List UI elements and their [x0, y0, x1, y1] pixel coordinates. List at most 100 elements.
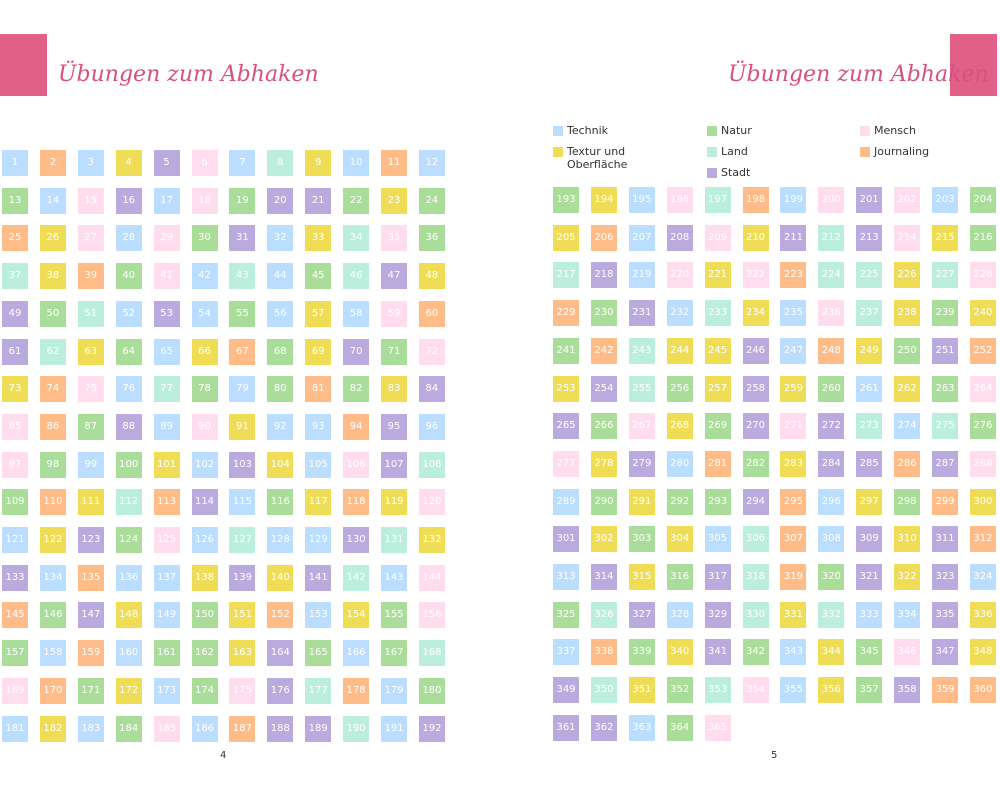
checkbox-number: 181 — [2, 715, 28, 742]
checkbox-number: 25 — [2, 225, 28, 252]
checkbox-number: 76 — [115, 376, 142, 403]
checkbox-number: 92 — [267, 413, 294, 440]
checkbox-number: 56 — [267, 300, 294, 327]
legend-swatch — [553, 147, 563, 157]
checkbox-number: 196 — [666, 187, 693, 213]
checkbox-number: 163 — [229, 640, 256, 667]
checkbox-number: 195 — [628, 187, 655, 213]
checkbox-number: 166 — [343, 640, 370, 667]
checkbox-number: 201 — [856, 187, 883, 213]
legend-swatch — [707, 147, 717, 157]
page-tab — [950, 34, 997, 96]
checkbox-number: 48 — [418, 263, 445, 290]
checkbox-number: 344 — [818, 639, 845, 666]
checkbox-number: 317 — [704, 564, 731, 590]
legend-label: Textur und Oberfläche — [567, 145, 628, 171]
checkbox-number: 243 — [628, 337, 655, 364]
checkbox-number: 301 — [553, 526, 579, 553]
checkbox-number: 141 — [305, 564, 332, 591]
checkbox-number: 306 — [742, 526, 769, 553]
checkbox-number: 129 — [305, 527, 332, 553]
checkbox-number: 99 — [77, 451, 104, 478]
legend-swatch — [707, 168, 717, 178]
checkbox-number: 261 — [856, 375, 883, 402]
checkbox-number: 223 — [780, 262, 807, 289]
checkbox-number: 34 — [343, 225, 370, 252]
checkbox-number: 134 — [39, 564, 66, 591]
checkbox-number: 173 — [153, 677, 180, 704]
legend-item: Land — [707, 145, 817, 158]
checkbox-number: 139 — [229, 564, 256, 591]
checkbox-number: 124 — [115, 527, 142, 553]
checkbox-number: 66 — [191, 338, 218, 365]
checkbox-number: 123 — [77, 527, 104, 553]
checkbox-number: 72 — [418, 338, 445, 365]
checkbox-number: 259 — [780, 375, 807, 402]
checkbox-number: 213 — [856, 224, 883, 251]
checkbox-number: 103 — [229, 451, 256, 478]
checkbox-number: 225 — [856, 262, 883, 289]
right-page: Übungen zum Abhaken 5 193 194 195 196 197 198… — [500, 0, 1000, 800]
checkbox-number: 284 — [818, 450, 845, 477]
checkbox-number: 142 — [343, 564, 370, 591]
checkbox-number: 276 — [969, 413, 996, 440]
checkbox-number: 52 — [115, 300, 142, 327]
checkbox-number: 206 — [590, 224, 617, 251]
checkbox-number: 64 — [115, 338, 142, 365]
legend-item: Technik — [553, 124, 663, 137]
page-number: 4 — [220, 750, 227, 761]
checkbox-number: 29 — [153, 225, 180, 252]
page-title: Übungen zum Abhaken — [728, 62, 989, 87]
checkbox-number: 310 — [894, 526, 921, 553]
checkbox-number: 152 — [267, 602, 294, 629]
checkbox-number: 191 — [381, 715, 407, 742]
checkbox-number: 110 — [39, 489, 66, 516]
checkbox-number: 10 — [343, 150, 370, 176]
checkbox-number: 160 — [115, 640, 142, 667]
checkbox-number: 26 — [39, 225, 66, 252]
checkbox-number: 20 — [267, 187, 294, 214]
checkbox-number: 43 — [229, 263, 256, 290]
checkbox-number: 190 — [343, 715, 370, 742]
checkbox-number: 312 — [969, 526, 996, 553]
checkbox-number: 359 — [932, 677, 958, 704]
checkbox-number: 364 — [666, 714, 693, 741]
checkbox-number: 227 — [932, 262, 958, 289]
checkbox-number: 239 — [932, 300, 958, 327]
checkbox-number: 80 — [267, 376, 294, 403]
checkbox-number: 267 — [628, 413, 655, 440]
checkbox-number: 136 — [115, 564, 142, 591]
checkbox-number: 46 — [343, 263, 370, 290]
checkbox-number: 212 — [818, 224, 845, 251]
checkbox-number: 32 — [267, 225, 294, 252]
checkbox-number: 165 — [305, 640, 332, 667]
checkbox-number: 214 — [894, 224, 921, 251]
checkbox-number: 164 — [267, 640, 294, 667]
checkbox-number: 270 — [742, 413, 769, 440]
checkbox-number: 241 — [553, 337, 579, 364]
checkbox-number: 15 — [77, 187, 104, 214]
checkbox-number: 300 — [969, 488, 996, 515]
checkbox-number: 280 — [666, 450, 693, 477]
checkbox-number: 184 — [115, 715, 142, 742]
checkbox-number: 289 — [553, 488, 579, 515]
checkbox-number: 150 — [191, 602, 218, 629]
checkbox-number: 242 — [590, 337, 617, 364]
checkbox-number: 44 — [267, 263, 294, 290]
checkbox-number: 257 — [704, 375, 731, 402]
checkbox-number: 31 — [229, 225, 256, 252]
checkbox-number: 28 — [115, 225, 142, 252]
checkbox-number: 204 — [969, 187, 996, 213]
checkbox-number: 296 — [818, 488, 845, 515]
checkbox-number: 17 — [153, 187, 180, 214]
legend-swatch — [553, 126, 563, 136]
legend-item: Mensch — [860, 124, 970, 137]
checkbox-number: 122 — [39, 527, 66, 553]
checkbox-number: 328 — [666, 601, 693, 628]
checkbox-number: 297 — [856, 488, 883, 515]
checkbox-number: 9 — [305, 150, 332, 176]
checkbox-number: 153 — [305, 602, 332, 629]
checkbox-number: 132 — [418, 527, 445, 553]
checkbox-number: 183 — [77, 715, 104, 742]
